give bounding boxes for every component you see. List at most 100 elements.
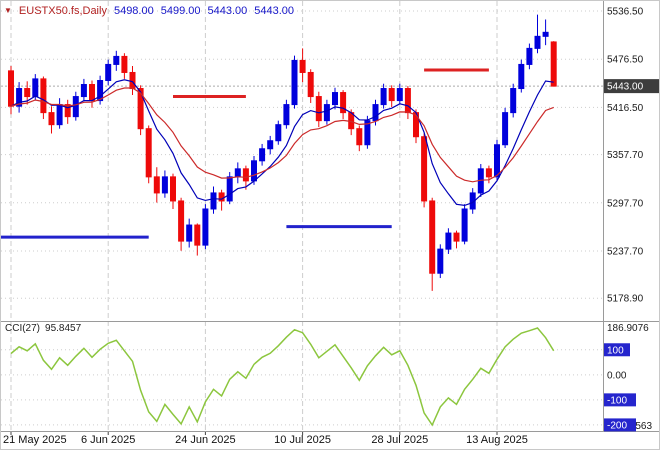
candle-body bbox=[356, 128, 363, 146]
cci-zero-label: 0.00 bbox=[607, 370, 627, 381]
candle-body bbox=[16, 88, 23, 107]
candle-body bbox=[259, 148, 266, 162]
candle-body bbox=[518, 63, 525, 90]
time-axis: 21 May 2025 6 Jun 2025 24 Jun 2025 10 Jul 2… bbox=[1, 434, 659, 449]
candle-body bbox=[89, 84, 95, 102]
cci-level-label: -200 bbox=[607, 420, 627, 431]
cci-level-box bbox=[604, 393, 636, 407]
candle-body bbox=[453, 232, 460, 242]
candle-body bbox=[275, 124, 282, 142]
candle-body bbox=[299, 59, 306, 73]
time-axis-label: 10 Jul 2025 bbox=[274, 434, 332, 446]
candlestick-series bbox=[8, 14, 557, 291]
candle-body bbox=[210, 192, 217, 210]
candle-body bbox=[283, 104, 290, 126]
candle-body bbox=[113, 55, 120, 65]
price-axis-label: 5237.70 bbox=[607, 246, 644, 257]
close-value: 5443.00 bbox=[254, 5, 295, 17]
candle-body bbox=[121, 55, 128, 73]
candle-body bbox=[161, 176, 168, 194]
candle-body bbox=[251, 160, 257, 182]
candle-body bbox=[291, 59, 298, 106]
ma-slow-line bbox=[10, 87, 554, 183]
cci-level-box bbox=[604, 343, 630, 357]
cci-level-box bbox=[604, 418, 636, 432]
candle-body bbox=[153, 176, 160, 194]
cci-level-label: 100 bbox=[607, 345, 624, 356]
candle-body bbox=[242, 168, 249, 182]
price-axis-label: 5357.70 bbox=[607, 150, 644, 161]
candle-body bbox=[48, 112, 55, 126]
candle-body bbox=[526, 47, 533, 65]
candle-body bbox=[550, 41, 557, 87]
candle-body bbox=[307, 71, 314, 98]
price-axis-label: 5536.50 bbox=[607, 7, 644, 18]
candle-body bbox=[24, 88, 31, 98]
candle-body bbox=[315, 96, 322, 122]
price-axis-label: 5416.50 bbox=[607, 103, 644, 114]
candle-body bbox=[72, 96, 79, 118]
candle-body bbox=[510, 88, 517, 114]
time-axis-label: 28 Jul 2025 bbox=[371, 434, 429, 446]
candle-body bbox=[178, 200, 185, 242]
candle-body bbox=[388, 88, 395, 102]
time-axis-label: 24 Jun 2025 bbox=[175, 434, 236, 446]
cci-line bbox=[10, 327, 555, 427]
candle-body bbox=[502, 112, 509, 146]
candle-body bbox=[97, 80, 104, 102]
symbol-marker-icon: ▼ bbox=[4, 6, 12, 15]
candle-body bbox=[170, 176, 176, 202]
symbol-period-label: EUSTX50.fs,Daily bbox=[18, 5, 107, 17]
candle-body bbox=[364, 120, 371, 146]
candle-body bbox=[485, 168, 492, 178]
candle-body bbox=[80, 84, 87, 98]
candle-body bbox=[404, 88, 411, 114]
candle-body bbox=[332, 92, 338, 106]
price-axis-label: 5476.50 bbox=[607, 55, 644, 66]
indicator-name: CCI(27) bbox=[5, 323, 41, 334]
candle-body bbox=[445, 232, 452, 250]
candle-body bbox=[137, 88, 144, 130]
ma-fast-line bbox=[10, 79, 554, 207]
candle-body bbox=[32, 78, 39, 98]
candle-body bbox=[64, 104, 71, 118]
candle-body bbox=[267, 140, 274, 150]
candle-body bbox=[194, 224, 201, 246]
candle-body bbox=[234, 168, 241, 178]
candle-body bbox=[380, 88, 387, 106]
current-price-label: 5443.00 bbox=[607, 82, 644, 93]
candle-body bbox=[186, 224, 193, 242]
candle-body bbox=[429, 200, 436, 274]
candle-body bbox=[202, 208, 209, 246]
candle-body bbox=[494, 144, 500, 178]
low-value: 5443.00 bbox=[207, 5, 248, 17]
candle-body bbox=[8, 70, 14, 107]
candle-body bbox=[145, 128, 152, 178]
indicator-label: CCI(27) 95.8457 bbox=[5, 323, 81, 334]
time-axis-label: 21 May 2025 bbox=[3, 434, 67, 446]
candle-body bbox=[437, 248, 444, 274]
high-value: 5499.00 bbox=[160, 5, 201, 17]
candle-body bbox=[372, 104, 379, 122]
candle-body bbox=[129, 71, 136, 90]
price-axis-label: 5297.70 bbox=[607, 198, 644, 209]
open-value: 5498.00 bbox=[113, 5, 154, 17]
candle-body bbox=[534, 35, 541, 49]
candle-body bbox=[323, 104, 330, 122]
candle-body bbox=[105, 63, 112, 81]
candle-body bbox=[56, 104, 63, 126]
candle-body bbox=[40, 78, 47, 114]
cci-scale-max-label: 186.9076 bbox=[607, 323, 649, 334]
candle-body bbox=[421, 136, 428, 202]
indicator-value: 95.8457 bbox=[45, 323, 82, 334]
chart-header: ▼ EUSTX50.fs,Daily 5498.00 5499.00 5443.… bbox=[4, 3, 294, 19]
candle-body bbox=[340, 92, 347, 114]
time-axis-label: 6 Jun 2025 bbox=[80, 434, 136, 446]
cci-level-label: -100 bbox=[607, 395, 627, 406]
candle-body bbox=[542, 31, 549, 37]
time-axis-label: 13 Aug 2025 bbox=[466, 434, 528, 446]
price-axis-label: 5178.90 bbox=[607, 294, 644, 305]
candle-body bbox=[461, 208, 468, 242]
